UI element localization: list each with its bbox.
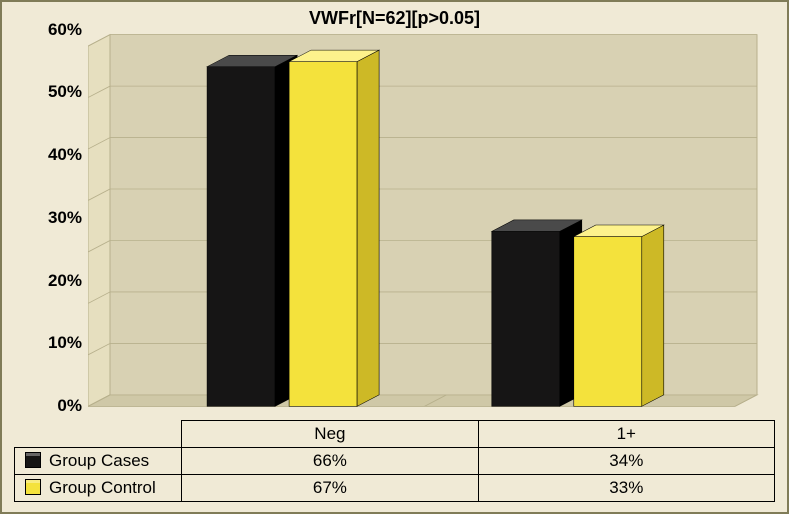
y-tick-label: 60% xyxy=(48,20,88,40)
table-header-row: Neg1+ xyxy=(15,421,775,448)
bar-side xyxy=(642,225,664,406)
y-tick-label: 30% xyxy=(48,208,88,228)
table-row: Group Cases 66%34% xyxy=(15,448,775,475)
table-category-label: Neg xyxy=(182,421,478,448)
y-tick-label: 20% xyxy=(48,271,88,291)
table-cell: 33% xyxy=(478,475,774,502)
table-cell: 66% xyxy=(182,448,478,475)
bar-front xyxy=(574,237,642,407)
y-tick-label: 40% xyxy=(48,145,88,165)
chart-title: VWFr[N=62][p>0.05] xyxy=(2,2,787,31)
data-table: Neg1+ Group Cases 66%34% Group Control 67%33… xyxy=(14,420,775,502)
y-tick-label: 10% xyxy=(48,333,88,353)
table-cell: 34% xyxy=(478,448,774,475)
y-tick-label: 50% xyxy=(48,82,88,102)
plot-svg xyxy=(88,33,759,408)
table-category-label: 1+ xyxy=(478,421,774,448)
table-row-header: Group Control xyxy=(15,475,182,502)
plot-inner: 0%10%20%30%40%50%60%70% xyxy=(88,33,759,408)
y-tick-label: 0% xyxy=(57,396,88,416)
plot-area: 0%10%20%30%40%50%60%70% xyxy=(20,31,769,420)
table-cell: 67% xyxy=(182,475,478,502)
chart-container: VWFr[N=62][p>0.05] 0%10%20%30%40%50%60%7… xyxy=(0,0,789,514)
table-row: Group Control 67%33% xyxy=(15,475,775,502)
table-corner-cell xyxy=(15,421,182,448)
table-row-header: Group Cases xyxy=(15,448,182,475)
bar-side xyxy=(357,50,379,406)
bar-front xyxy=(492,231,560,406)
legend-label: Group Control xyxy=(49,478,156,497)
legend-swatch xyxy=(25,479,41,495)
bar-front xyxy=(289,62,357,407)
legend-swatch xyxy=(25,452,41,468)
legend-label: Group Cases xyxy=(49,451,149,470)
bar-front xyxy=(207,67,275,407)
